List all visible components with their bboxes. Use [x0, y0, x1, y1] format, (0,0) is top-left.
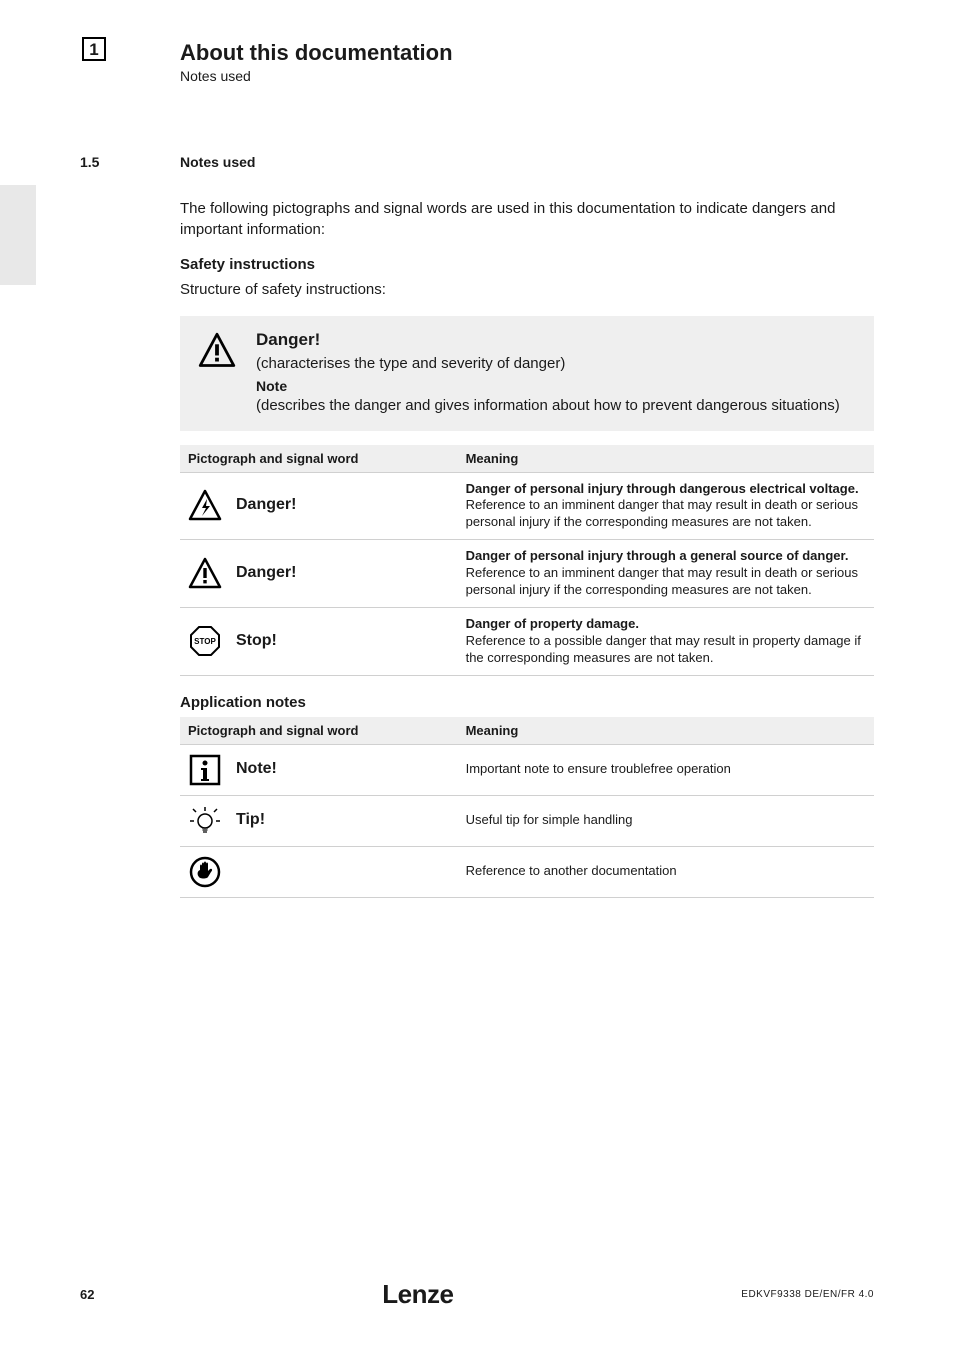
appnotes-table-col2-header: Meaning — [458, 717, 874, 745]
hand-circle-icon — [188, 855, 222, 889]
page-edge-tab — [0, 185, 36, 285]
section-header-row: 1.5 Notes used — [40, 154, 874, 170]
danger-callout: Danger! (characterises the type and seve… — [180, 316, 874, 431]
appnotes-signal-word: Note! — [236, 759, 277, 780]
appnotes-meaning-cell: Important note to ensure troublefree ope… — [458, 744, 874, 795]
page-number: 62 — [80, 1287, 94, 1302]
section-number: 1.5 — [80, 154, 180, 170]
danger-triangle-icon — [198, 330, 238, 417]
appnotes-row: Reference to another documentation — [180, 846, 874, 897]
application-notes-heading: Application notes — [180, 694, 874, 711]
safety-row: Danger! Danger of personal injury through… — [180, 540, 874, 608]
safety-meaning-cell: Danger of personal injury through a gene… — [458, 540, 874, 608]
callout-line1: (characterises the type and severity of … — [256, 354, 856, 374]
chapter-number-box: 1 — [82, 37, 106, 61]
section-title: Notes used — [180, 154, 255, 170]
safety-signal-word: Stop! — [236, 631, 277, 652]
chapter-title: About this documentation — [180, 40, 874, 66]
excl-triangle-icon — [188, 557, 222, 591]
appnotes-row: Tip! Useful tip for simple handling — [180, 795, 874, 846]
appnotes-signal-word: Tip! — [236, 810, 265, 831]
callout-line2: (describes the danger and gives informat… — [256, 396, 856, 416]
main-content: The following pictographs and signal wor… — [180, 198, 874, 898]
safety-pictograph-cell: Danger! — [180, 472, 458, 540]
safety-heading: Safety instructions — [180, 256, 874, 273]
hv-triangle-icon — [188, 489, 222, 523]
stop-octagon-icon — [188, 624, 222, 658]
safety-pictograph-cell: Danger! — [180, 540, 458, 608]
callout-note-label: Note — [256, 378, 856, 394]
intro-paragraph: The following pictographs and signal wor… — [180, 198, 874, 240]
page-footer: 62 Lenze EDKVF9338 DE/EN/FR 4.0 — [80, 1279, 874, 1310]
appnotes-meaning-cell: Reference to another documentation — [458, 846, 874, 897]
callout-title: Danger! — [256, 330, 856, 350]
appnotes-pictograph-cell: Tip! — [180, 795, 458, 846]
safety-signal-word: Danger! — [236, 563, 296, 584]
safety-subtext: Structure of safety instructions: — [180, 279, 874, 300]
page-content: About this documentation Notes used 1.5 … — [0, 0, 954, 956]
chapter-subtitle: Notes used — [180, 68, 874, 84]
safety-pictograph-table: Pictograph and signal word Meaning Dange… — [180, 445, 874, 676]
safety-meaning-cell: Danger of personal injury through danger… — [458, 472, 874, 540]
appnotes-meaning-cell: Useful tip for simple handling — [458, 795, 874, 846]
appnotes-pictograph-cell — [180, 846, 458, 897]
safety-table-col1-header: Pictograph and signal word — [180, 445, 458, 473]
appnotes-pictograph-cell: Note! — [180, 744, 458, 795]
safety-table-col2-header: Meaning — [458, 445, 874, 473]
safety-row: Danger! Danger of personal injury through… — [180, 472, 874, 540]
safety-meaning-cell: Danger of property damage.Reference to a… — [458, 607, 874, 675]
bulb-icon — [188, 804, 222, 838]
safety-signal-word: Danger! — [236, 495, 296, 516]
footer-logo: Lenze — [382, 1279, 453, 1310]
document-code: EDKVF9338 DE/EN/FR 4.0 — [741, 1289, 874, 1300]
appnotes-pictograph-table: Pictograph and signal word Meaning Note!… — [180, 717, 874, 898]
appnotes-table-col1-header: Pictograph and signal word — [180, 717, 458, 745]
callout-body: Danger! (characterises the type and seve… — [256, 330, 856, 417]
info-square-icon — [188, 753, 222, 787]
appnotes-row: Note! Important note to ensure troublefre… — [180, 744, 874, 795]
safety-pictograph-cell: Stop! — [180, 607, 458, 675]
safety-row: Stop! Danger of property damage.Reference… — [180, 607, 874, 675]
page-header: About this documentation Notes used — [180, 40, 874, 84]
